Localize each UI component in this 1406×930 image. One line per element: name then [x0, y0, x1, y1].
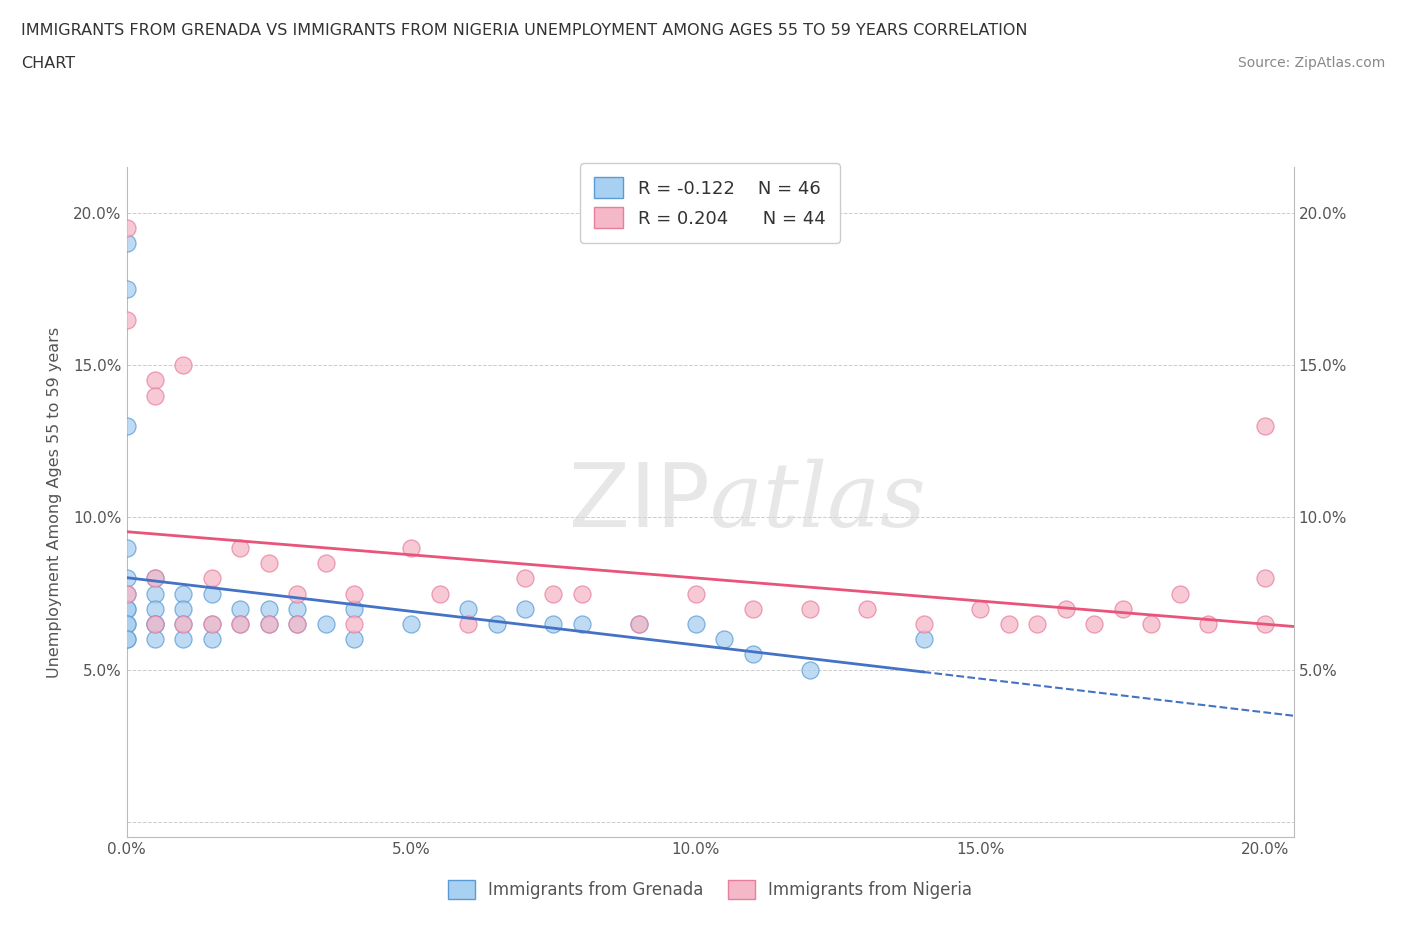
Point: [315, 617, 337, 631]
Point: [172, 631, 194, 646]
Point: [627, 617, 650, 631]
Point: [285, 586, 308, 601]
Point: [1026, 617, 1049, 631]
Point: [201, 631, 224, 646]
Text: ZIP: ZIP: [569, 458, 710, 546]
Point: [115, 282, 138, 297]
Point: [257, 617, 280, 631]
Point: [429, 586, 451, 601]
Point: [143, 373, 166, 388]
Point: [201, 571, 224, 586]
Point: [1168, 586, 1191, 601]
Point: [115, 617, 138, 631]
Point: [285, 602, 308, 617]
Point: [513, 571, 536, 586]
Point: [143, 586, 166, 601]
Point: [485, 617, 508, 631]
Point: [285, 617, 308, 631]
Point: [571, 586, 593, 601]
Y-axis label: Unemployment Among Ages 55 to 59 years: Unemployment Among Ages 55 to 59 years: [48, 326, 62, 678]
Point: [1140, 617, 1163, 631]
Point: [172, 617, 194, 631]
Point: [115, 418, 138, 433]
Point: [912, 617, 935, 631]
Point: [343, 586, 366, 601]
Point: [172, 617, 194, 631]
Point: [143, 617, 166, 631]
Point: [115, 631, 138, 646]
Point: [285, 617, 308, 631]
Point: [143, 631, 166, 646]
Point: [115, 586, 138, 601]
Point: [229, 617, 252, 631]
Text: IMMIGRANTS FROM GRENADA VS IMMIGRANTS FROM NIGERIA UNEMPLOYMENT AMONG AGES 55 TO: IMMIGRANTS FROM GRENADA VS IMMIGRANTS FR…: [21, 23, 1028, 38]
Point: [115, 617, 138, 631]
Point: [115, 586, 138, 601]
Point: [1254, 617, 1277, 631]
Point: [201, 617, 224, 631]
Point: [627, 617, 650, 631]
Point: [257, 617, 280, 631]
Point: [1197, 617, 1219, 631]
Point: [229, 540, 252, 555]
Point: [1083, 617, 1105, 631]
Point: [115, 540, 138, 555]
Point: [855, 602, 877, 617]
Point: [513, 602, 536, 617]
Point: [685, 617, 707, 631]
Point: [201, 586, 224, 601]
Point: [741, 602, 763, 617]
Point: [399, 617, 422, 631]
Point: [143, 388, 166, 403]
Point: [143, 571, 166, 586]
Point: [1254, 418, 1277, 433]
Point: [143, 602, 166, 617]
Point: [143, 571, 166, 586]
Point: [115, 571, 138, 586]
Point: [172, 602, 194, 617]
Point: [741, 647, 763, 662]
Point: [713, 631, 735, 646]
Point: [257, 602, 280, 617]
Point: [399, 540, 422, 555]
Point: [343, 617, 366, 631]
Point: [799, 662, 821, 677]
Legend: R = -0.122    N = 46, R = 0.204      N = 44: R = -0.122 N = 46, R = 0.204 N = 44: [581, 163, 839, 243]
Point: [343, 602, 366, 617]
Point: [115, 602, 138, 617]
Point: [115, 312, 138, 327]
Point: [969, 602, 991, 617]
Point: [457, 617, 479, 631]
Point: [1054, 602, 1077, 617]
Text: CHART: CHART: [21, 56, 75, 71]
Point: [457, 602, 479, 617]
Point: [229, 602, 252, 617]
Point: [1112, 602, 1135, 617]
Point: [343, 631, 366, 646]
Point: [115, 236, 138, 251]
Point: [685, 586, 707, 601]
Point: [1254, 571, 1277, 586]
Point: [571, 617, 593, 631]
Point: [201, 617, 224, 631]
Point: [143, 617, 166, 631]
Point: [998, 617, 1021, 631]
Text: Source: ZipAtlas.com: Source: ZipAtlas.com: [1237, 56, 1385, 70]
Point: [799, 602, 821, 617]
Point: [172, 358, 194, 373]
Text: atlas: atlas: [710, 458, 925, 546]
Point: [115, 220, 138, 235]
Point: [257, 555, 280, 570]
Point: [543, 586, 565, 601]
Point: [115, 602, 138, 617]
Point: [115, 631, 138, 646]
Point: [912, 631, 935, 646]
Point: [172, 586, 194, 601]
Point: [229, 617, 252, 631]
Point: [315, 555, 337, 570]
Point: [543, 617, 565, 631]
Point: [143, 617, 166, 631]
